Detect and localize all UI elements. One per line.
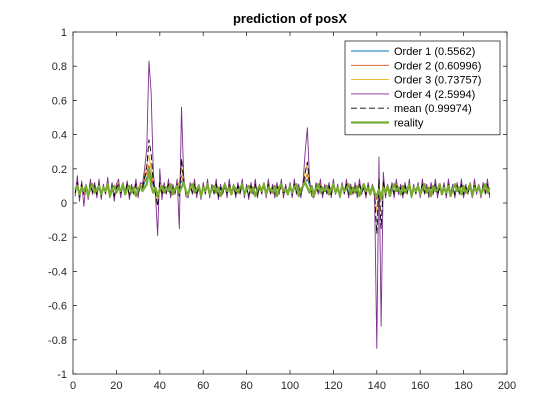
y-tick-label: 0.8 [52,61,67,73]
chart-title: prediction of posX [233,11,347,26]
x-tick-label: 40 [154,380,166,392]
series-layer [74,60,491,349]
y-tick-label: 0 [61,198,67,210]
x-tick-label: 180 [454,380,472,392]
x-tick-label: 60 [197,380,209,392]
x-tick-label: 160 [411,380,429,392]
y-tick-label: -0.2 [48,232,67,244]
y-tick-label: 0.6 [52,95,67,107]
x-tick-label: 200 [498,380,516,392]
y-tick-label: -0.6 [48,301,67,313]
y-tick-label: -0.4 [48,266,67,278]
legend-label: Order 1 (0.5562) [394,46,475,58]
y-tick-label: -1 [57,369,67,381]
legend-label: reality [394,118,424,130]
x-tick-label: 140 [368,380,386,392]
x-tick-label: 0 [70,380,76,392]
legend-box [344,40,501,136]
x-axis: 0 20 40 60 80 100 120 140 160 180 200 [70,32,516,392]
y-axis: -1 -0.8 -0.6 -0.4 -0.2 0 0.2 0.4 0.6 0.8 1 [48,27,507,381]
y-tick-label: 1 [61,27,67,39]
legend: Order 1 (0.5562) Order 2 (0.60996) Order 3… [344,40,501,136]
legend-label: Order 3 (0.73757) [394,75,481,87]
y-tick-label: -0.8 [48,335,67,347]
y-tick-label: 0.2 [52,164,67,176]
x-tick-label: 120 [324,380,342,392]
y-tick-label: 0.4 [52,130,67,142]
legend-label: Order 2 (0.60996) [394,60,481,72]
legend-label: mean (0.99974) [394,103,472,115]
x-tick-label: 100 [281,380,299,392]
x-tick-label: 20 [110,380,122,392]
legend-label: Order 4 (2.5994) [394,89,475,101]
series-line-6 [74,167,491,201]
x-tick-label: 80 [240,380,252,392]
